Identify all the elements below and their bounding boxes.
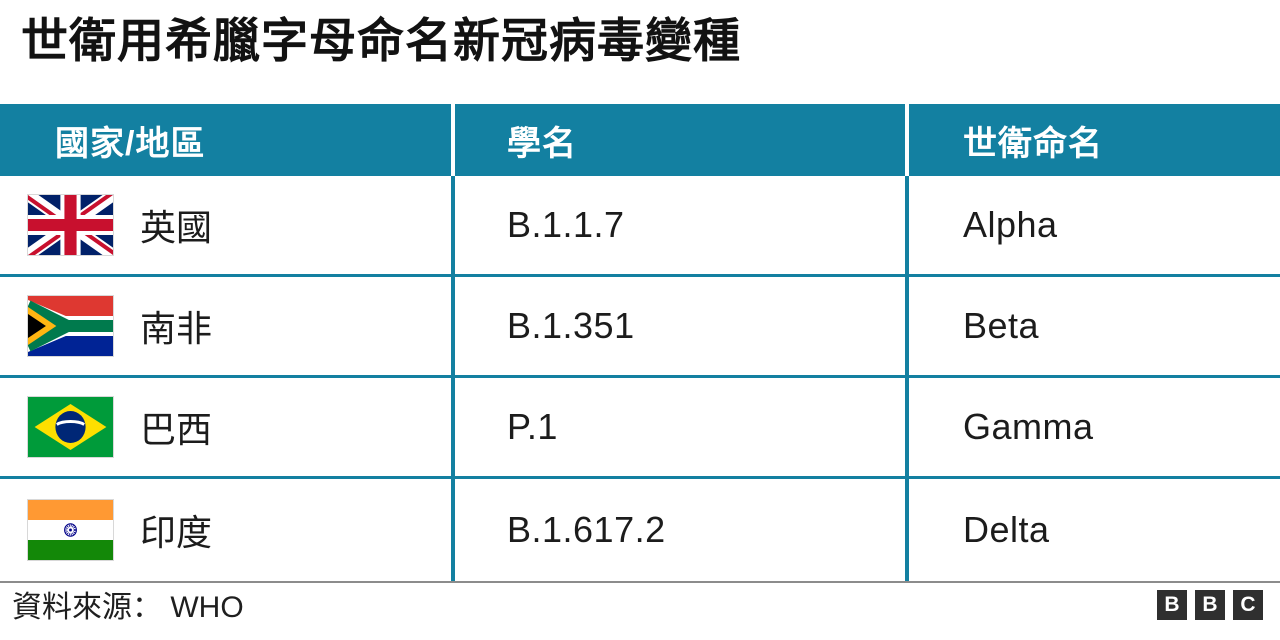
brazil-flag-icon — [28, 397, 113, 457]
country-cell: 巴西 — [0, 378, 451, 476]
lineage-value: B.1.1.7 — [507, 204, 625, 245]
bbc-logo-letter: B — [1195, 590, 1225, 620]
table-row: 英國 B.1.1.7 Alpha — [0, 176, 1280, 277]
who-name-cell: Delta — [905, 479, 1280, 581]
lineage-cell: B.1.351 — [451, 277, 905, 375]
table-row: 南非 B.1.351 Beta — [0, 277, 1280, 378]
who-name-cell: Gamma — [905, 378, 1280, 476]
source-attribution: 資料來源： WHO — [12, 591, 244, 624]
column-header-country: 國家/地區 — [55, 124, 206, 163]
column-header-lineage: 學名 — [451, 104, 905, 176]
india-flag-icon — [28, 500, 113, 560]
country-label: 英國 — [140, 207, 213, 248]
column-divider — [451, 176, 455, 581]
lineage-cell: B.1.1.7 — [451, 176, 905, 274]
country-label: 印度 — [140, 512, 213, 553]
column-header-who-name: 世衛命名 — [905, 104, 1280, 176]
lineage-value: B.1.351 — [507, 305, 635, 346]
who-name-cell: Alpha — [905, 176, 1280, 274]
uk-flag-icon — [28, 195, 113, 255]
country-cell: 英國 — [0, 176, 451, 274]
bbc-logo: B B C — [1157, 590, 1263, 620]
country-cell: 南非 — [0, 277, 451, 375]
column-divider — [905, 176, 909, 581]
footer-divider — [0, 581, 1280, 583]
who-name-value: Gamma — [963, 406, 1094, 447]
lineage-value: P.1 — [507, 406, 558, 447]
who-name-cell: Beta — [905, 277, 1280, 375]
lineage-cell: P.1 — [451, 378, 905, 476]
lineage-cell: B.1.617.2 — [451, 479, 905, 581]
bbc-logo-letter: C — [1233, 590, 1263, 620]
country-label: 巴西 — [140, 409, 213, 450]
bbc-logo-letter: B — [1157, 590, 1187, 620]
south-africa-flag-icon — [28, 296, 113, 356]
who-name-value: Alpha — [963, 204, 1058, 245]
country-cell: 印度 — [0, 479, 451, 581]
table-body: 英國 B.1.1.7 Alpha — [0, 176, 1280, 581]
table-row: 巴西 P.1 Gamma — [0, 378, 1280, 479]
chart-title: 世衛用希臘字母命名新冠病毒變種 — [21, 14, 741, 67]
who-name-value: Beta — [963, 305, 1040, 346]
country-label: 南非 — [140, 308, 213, 349]
table-row: 印度 B.1.617.2 Delta — [0, 479, 1280, 581]
who-name-value: Delta — [963, 509, 1050, 550]
table-header: 國家/地區 學名 世衛命名 — [0, 104, 1280, 176]
lineage-value: B.1.617.2 — [507, 509, 666, 550]
